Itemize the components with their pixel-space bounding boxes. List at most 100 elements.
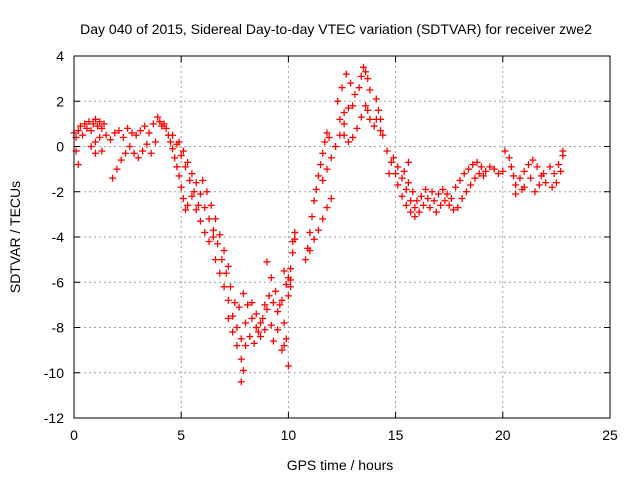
data-point: [319, 149, 327, 157]
data-point: [181, 163, 189, 171]
data-point: [263, 258, 271, 266]
data-point: [179, 147, 187, 155]
data-point: [377, 115, 385, 123]
data-point: [231, 299, 239, 307]
data-point: [505, 154, 513, 162]
data-point: [222, 269, 230, 277]
data-point: [274, 308, 282, 316]
data-point: [462, 188, 470, 196]
data-point: [128, 129, 136, 137]
data-point: [499, 167, 507, 175]
data-point: [310, 235, 318, 243]
data-point: [229, 312, 237, 320]
data-point: [310, 197, 318, 205]
data-point: [272, 287, 280, 295]
data-point: [443, 190, 451, 198]
data-point: [132, 131, 140, 139]
data-point: [76, 122, 84, 130]
data-point: [392, 170, 400, 178]
data-point: [280, 267, 288, 275]
data-point: [437, 201, 445, 209]
data-point: [340, 109, 348, 117]
data-point: [338, 84, 346, 92]
data-point: [411, 213, 419, 221]
data-point: [430, 197, 438, 205]
data-point: [282, 335, 290, 343]
data-point: [98, 124, 106, 132]
data-point: [419, 201, 427, 209]
data-point: [471, 174, 479, 182]
data-point: [555, 161, 563, 169]
data-point: [192, 179, 200, 187]
data-point: [177, 183, 185, 191]
x-tick-label: 5: [177, 427, 185, 443]
data-point: [147, 149, 155, 157]
data-point: [323, 165, 331, 173]
data-point: [439, 185, 447, 193]
data-point: [525, 161, 533, 169]
data-point: [540, 170, 548, 178]
data-point: [364, 106, 372, 114]
data-point: [355, 84, 363, 92]
y-tick-label: 4: [56, 48, 64, 64]
data-point: [387, 158, 395, 166]
data-point: [495, 170, 503, 178]
data-point: [113, 165, 121, 173]
data-point: [394, 181, 402, 189]
data-point: [235, 303, 243, 311]
data-point: [175, 138, 183, 146]
data-point: [383, 147, 391, 155]
data-point: [374, 106, 382, 114]
data-point: [327, 154, 335, 162]
data-point: [141, 122, 149, 130]
data-point: [239, 366, 247, 374]
data-point: [557, 167, 565, 175]
data-point: [188, 192, 196, 200]
data-point: [389, 154, 397, 162]
data-point: [527, 174, 535, 182]
data-point: [115, 127, 123, 135]
data-point: [415, 208, 423, 216]
data-point: [74, 161, 82, 169]
data-point: [136, 127, 144, 135]
data-point: [407, 208, 415, 216]
data-point: [280, 319, 288, 327]
data-point: [214, 240, 222, 248]
data-point: [357, 72, 365, 80]
y-tick-label: -12: [44, 410, 64, 426]
data-point: [323, 204, 331, 212]
data-point: [482, 167, 490, 175]
data-point: [205, 215, 213, 223]
data-point: [91, 149, 99, 157]
data-point: [422, 185, 430, 193]
data-point: [171, 154, 179, 162]
data-point: [91, 115, 99, 123]
data-point: [79, 131, 87, 139]
data-point: [173, 163, 181, 171]
data-point: [87, 143, 95, 150]
data-point: [327, 195, 335, 203]
data-point: [321, 138, 329, 146]
data-point: [516, 174, 524, 182]
data-point: [456, 176, 464, 184]
x-tick-label: 0: [70, 427, 78, 443]
data-point: [257, 319, 265, 327]
data-point: [347, 79, 355, 87]
data-point: [480, 172, 488, 180]
data-point: [179, 195, 187, 203]
data-point: [212, 215, 220, 223]
data-point: [424, 195, 432, 203]
data-point: [201, 228, 209, 236]
data-point: [212, 256, 220, 264]
data-point: [111, 129, 119, 137]
data-point: [477, 163, 485, 171]
data-point: [312, 185, 320, 193]
data-point: [284, 292, 292, 300]
data-point: [404, 179, 412, 187]
data-point: [242, 319, 250, 327]
data-point: [274, 326, 282, 334]
data-point: [518, 185, 526, 193]
data-point: [349, 133, 357, 141]
data-point: [287, 283, 295, 291]
data-point: [188, 170, 196, 178]
